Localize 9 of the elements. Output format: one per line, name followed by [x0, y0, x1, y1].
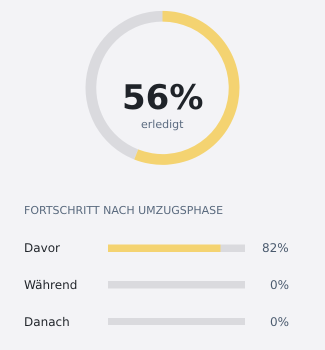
chart-title: FORTSCHRITT NACH UMZUGSPHASE: [24, 204, 224, 217]
text: 56%: [122, 78, 204, 118]
text: erledigt: [141, 118, 184, 131]
data-label: 82%: [262, 241, 289, 255]
y-tick-label: Danach: [24, 315, 70, 329]
y-tick-label: Während: [24, 278, 78, 292]
data-label: 0%: [270, 315, 290, 329]
data-label: 0%: [270, 278, 290, 292]
y-tick-label: Davor: [24, 241, 60, 255]
